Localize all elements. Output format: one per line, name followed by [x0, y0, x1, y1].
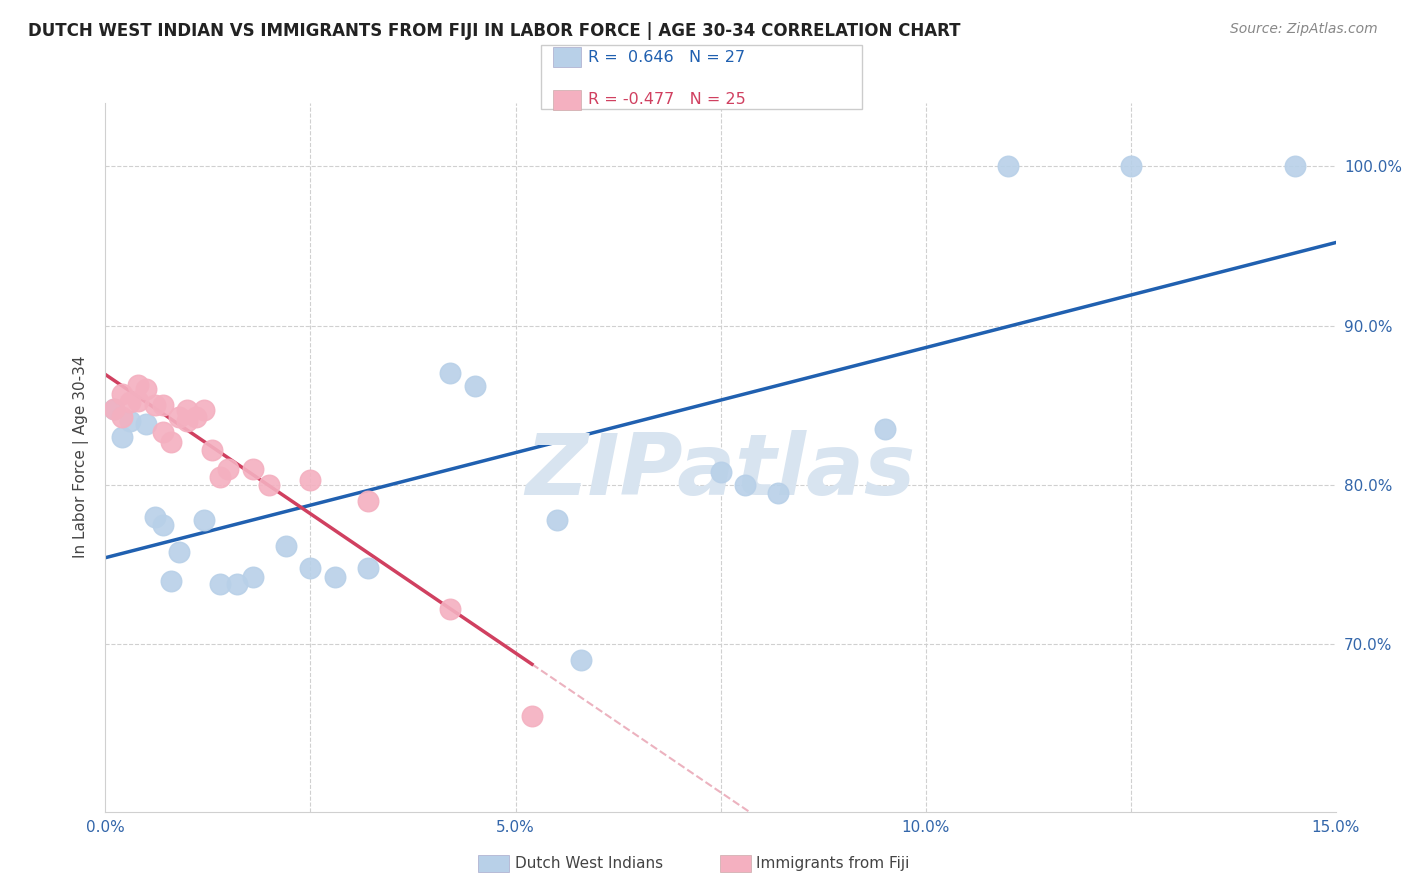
Point [103, 401, 125, 416]
Point [169, 409, 191, 424]
Point [160, 435, 183, 450]
Point [120, 414, 141, 428]
Text: Dutch West Indians: Dutch West Indians [515, 856, 662, 871]
Point [569, 653, 592, 667]
Point [143, 509, 166, 524]
Point [135, 417, 157, 432]
Point [103, 401, 125, 416]
Point [169, 545, 191, 559]
Point [225, 577, 247, 591]
Point [135, 383, 157, 397]
Point [439, 367, 461, 381]
Point [242, 462, 264, 476]
Point [111, 430, 134, 444]
Point [1119, 159, 1142, 173]
Point [218, 462, 240, 476]
Point [357, 494, 380, 508]
Y-axis label: In Labor Force | Age 30-34: In Labor Force | Age 30-34 [73, 356, 90, 558]
Point [176, 414, 198, 428]
Point [127, 377, 149, 392]
Point [299, 561, 322, 575]
Point [357, 561, 380, 575]
Point [184, 409, 207, 424]
Text: DUTCH WEST INDIAN VS IMMIGRANTS FROM FIJI IN LABOR FORCE | AGE 30-34 CORRELATION: DUTCH WEST INDIAN VS IMMIGRANTS FROM FIJ… [28, 22, 960, 40]
Point [111, 387, 134, 401]
Point [111, 409, 134, 424]
Point [120, 395, 141, 409]
Point [274, 539, 297, 553]
Text: Immigrants from Fiji: Immigrants from Fiji [756, 856, 910, 871]
Point [242, 570, 264, 584]
Point [1284, 159, 1306, 173]
Point [152, 517, 174, 532]
Point [193, 513, 215, 527]
Text: R = -0.477   N = 25: R = -0.477 N = 25 [588, 93, 745, 107]
Point [323, 570, 346, 584]
Text: ZIPatlas: ZIPatlas [526, 430, 915, 513]
Point [873, 422, 896, 436]
Point [201, 442, 224, 457]
Point [160, 574, 183, 588]
Text: Source: ZipAtlas.com: Source: ZipAtlas.com [1230, 22, 1378, 37]
Point [766, 486, 789, 500]
Point [209, 470, 232, 484]
Point [209, 577, 232, 591]
Point [439, 602, 461, 616]
Point [259, 478, 281, 492]
Point [997, 159, 1019, 173]
Point [520, 709, 543, 723]
Text: R =  0.646   N = 27: R = 0.646 N = 27 [588, 50, 745, 64]
Point [176, 403, 198, 417]
Point [143, 398, 166, 412]
Point [299, 473, 322, 487]
Point [193, 403, 215, 417]
Point [127, 393, 149, 408]
Point [710, 465, 733, 479]
Point [734, 478, 756, 492]
Point [152, 398, 174, 412]
Point [546, 513, 568, 527]
Point [152, 425, 174, 440]
Point [464, 379, 486, 393]
